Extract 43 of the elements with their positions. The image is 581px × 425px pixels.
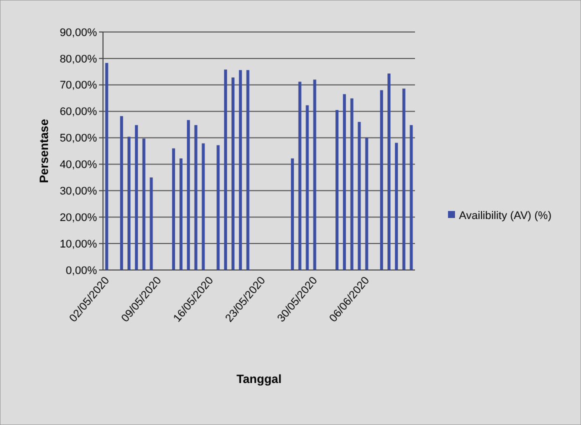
bar <box>350 98 354 270</box>
bar <box>120 116 124 270</box>
bar <box>186 120 190 270</box>
y-tick-label: 30,00% <box>60 186 98 198</box>
bar <box>290 158 294 270</box>
y-tick-label: 50,00% <box>60 132 98 145</box>
bar <box>232 77 234 270</box>
bar <box>313 80 316 270</box>
bar <box>298 82 302 270</box>
bar <box>134 125 138 270</box>
y-tick-label: 10,00% <box>60 238 98 250</box>
bar <box>394 142 398 270</box>
bar <box>388 74 390 270</box>
bar <box>410 125 413 270</box>
bar <box>365 138 368 270</box>
y-tick-label: 40,00% <box>60 159 98 172</box>
x-axis-title: Tanggal <box>236 372 282 386</box>
legend-label: Availibility (AV) (%) <box>459 210 552 222</box>
y-tick-label: 80,00% <box>60 53 98 66</box>
y-tick-label: 70,00% <box>60 80 98 92</box>
y-tick-label: 0,00% <box>66 264 98 277</box>
bar <box>216 145 220 270</box>
bar <box>172 148 176 270</box>
bar <box>180 158 182 270</box>
bar <box>224 70 228 270</box>
bar <box>402 88 406 270</box>
y-tick-label: 20,00% <box>60 212 98 224</box>
bar <box>238 70 242 270</box>
bar <box>202 143 205 270</box>
y-tick-label: 90,00% <box>60 26 98 39</box>
bar <box>128 136 130 270</box>
bar <box>306 105 309 270</box>
bar <box>358 122 361 270</box>
bar <box>336 110 338 270</box>
bar <box>342 94 346 270</box>
bar <box>150 177 153 270</box>
bar <box>380 90 384 270</box>
bar <box>142 138 146 270</box>
bar <box>246 70 250 270</box>
bar <box>105 62 108 270</box>
y-tick-label: 60,00% <box>60 106 98 118</box>
bar <box>194 125 198 270</box>
y-axis-title: Persentase <box>37 118 51 184</box>
